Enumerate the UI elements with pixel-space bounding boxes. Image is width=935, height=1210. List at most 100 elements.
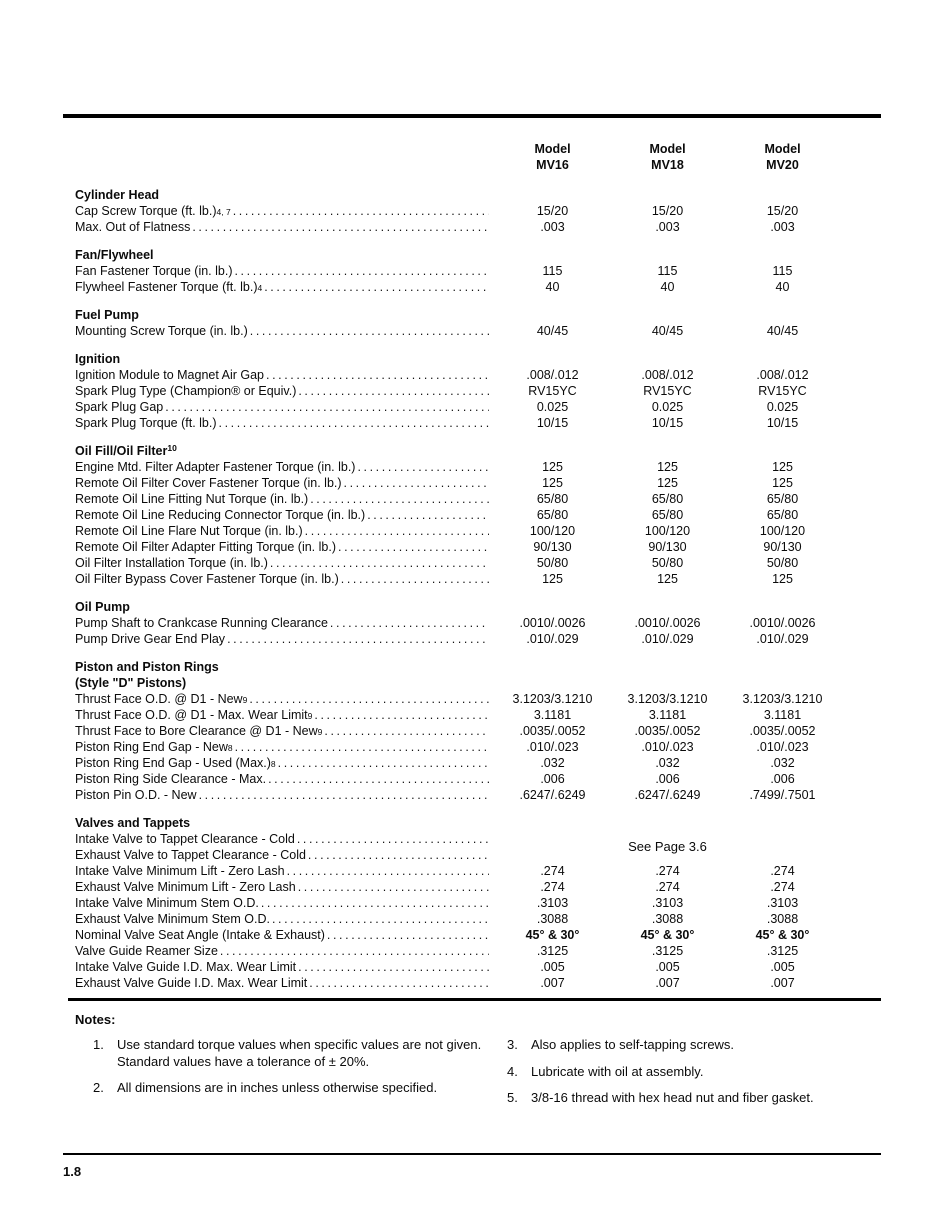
row-label: Oil Filter Bypass Cover Fastener Torque … <box>75 572 339 586</box>
row-label: Thrust Face O.D. @ D1 - Max. Wear Limit <box>75 708 308 722</box>
value-cell: .0035/.0052 <box>634 724 701 738</box>
section-heading: Fan/Flywheel <box>75 247 840 263</box>
section-heading: Cylinder Head <box>75 187 840 203</box>
note-text: Lubricate with oil at assembly. <box>531 1063 704 1079</box>
spec-row: Oil Filter Installation Torque (in. lb.)… <box>75 555 840 571</box>
spanning-value-text: See Page 3.6 <box>628 839 707 854</box>
spec-row: Max. Out of Flatness .003 .003 .003 <box>75 219 840 235</box>
row-values: .006 .006 .006 <box>495 771 840 787</box>
value-cell: .3125 <box>651 944 684 958</box>
dot-leader <box>324 723 489 739</box>
value-cell: 100/120 <box>644 524 691 538</box>
row-values: 65/80 65/80 65/80 <box>495 507 840 523</box>
dot-leader <box>249 691 489 707</box>
value-cell: 3.1203/3.1210 <box>512 692 593 706</box>
dot-leader <box>234 263 489 279</box>
value-cell: .3103 <box>651 896 684 910</box>
value-cell: .3125 <box>536 944 569 958</box>
spec-row: Thrust Face O.D. @ D1 - Max. Wear Limit 9… <box>75 707 840 723</box>
value-cell: 0.025 <box>536 400 569 414</box>
row-label: Exhaust Valve Minimum Lift - Zero Lash <box>75 880 296 894</box>
spec-row: Thrust Face O.D. @ D1 - New93.1203/3.121… <box>75 691 840 707</box>
section-heading-text: Ignition <box>75 352 121 366</box>
spec-section: Oil Pump Pump Shaft to Crankcase Running … <box>75 599 840 647</box>
page-number: 1.8 <box>63 1164 82 1179</box>
value-cell: 125 <box>542 460 563 474</box>
spec-section: Ignition Ignition Module to Magnet Air Ga… <box>75 351 840 431</box>
value-cell: 15/20 <box>766 204 799 218</box>
spec-row: Engine Mtd. Filter Adapter Fastener Torq… <box>75 459 840 475</box>
row-label: Exhaust Valve Minimum Stem O.D. <box>75 912 270 926</box>
note-number: 4. <box>507 1063 518 1079</box>
row-label: Remote Oil Filter Adapter Fitting Torque… <box>75 540 336 554</box>
value-cell: 10/15 <box>651 416 684 430</box>
section-heading-text: Piston and Piston Rings <box>75 660 219 674</box>
value-cell: 50/80 <box>766 556 799 570</box>
value-cell: .008/.012 <box>756 368 809 382</box>
dot-leader <box>227 631 489 647</box>
row-label: Piston Ring End Gap - New <box>75 740 228 754</box>
row-label: Engine Mtd. Filter Adapter Fastener Torq… <box>75 460 356 474</box>
value-cell: 125 <box>657 572 678 586</box>
dot-leader <box>310 491 489 507</box>
value-cell: 40/45 <box>766 324 799 338</box>
value-cell: .274 <box>540 864 565 878</box>
value-cell: .003 <box>770 220 795 234</box>
section-heading-text: Oil Pump <box>75 600 130 614</box>
value-cell: .008/.012 <box>641 368 694 382</box>
value-cell: 90/130 <box>763 540 802 554</box>
dot-leader <box>341 571 489 587</box>
row-values: .007 .007 .007 <box>495 975 840 991</box>
spec-row: Spark Plug Gap 0.025 0.025 0.025 <box>75 399 840 415</box>
spec-row: Remote Oil Line Flare Nut Torque (in. lb… <box>75 523 840 539</box>
value-cell: 90/130 <box>533 540 572 554</box>
row-values: 100/120 100/120 100/120 <box>495 523 840 539</box>
value-cell: 3.1203/3.1210 <box>742 692 823 706</box>
value-cell: 65/80 <box>766 492 799 506</box>
note-number: 2. <box>93 1080 104 1095</box>
row-label: Intake Valve Guide I.D. Max. Wear Limit <box>75 960 297 974</box>
note-item: 1. Use standard torque values when specif… <box>93 1037 483 1070</box>
section-heading-note-ref: 10 <box>167 443 177 453</box>
spec-row: Piston Ring End Gap - New8.010/.023.010/… <box>75 739 840 755</box>
dot-leader <box>233 203 489 219</box>
spec-row: Thrust Face to Bore Clearance @ D1 - New… <box>75 723 840 739</box>
value-cell: RV15YC <box>643 384 692 398</box>
row-label: Intake Valve to Tappet Clearance - Cold <box>75 832 295 846</box>
dot-leader <box>192 219 489 235</box>
row-values: .008/.012 .008/.012 .008/.012 <box>495 367 840 383</box>
row-values: 3.1181 3.1181 3.1181 <box>495 707 840 723</box>
row-label: Piston Ring End Gap - Used (Max.) <box>75 756 271 770</box>
value-cell: 40/45 <box>536 324 569 338</box>
dot-leader <box>338 539 489 555</box>
value-cell: 10/15 <box>766 416 799 430</box>
row-values: 90/130 90/130 90/130 <box>495 539 840 555</box>
dot-leader <box>220 943 489 959</box>
spec-row: Piston Pin O.D. - New.6247/.6249.6247/.6… <box>75 787 840 803</box>
spec-row: Spark Plug Type (Champion® or Equiv.) RV1… <box>75 383 840 399</box>
col-header-line2: MV16 <box>536 158 569 172</box>
spec-row: Intake Valve Minimum Lift - Zero Lash .27… <box>75 863 840 879</box>
spec-row: Intake Valve to Tappet Clearance - Cold S… <box>75 831 840 854</box>
value-cell: .3103 <box>766 896 799 910</box>
dot-leader <box>297 831 489 847</box>
value-cell: 125 <box>542 476 563 490</box>
row-label: Exhaust Valve to Tappet Clearance - Cold <box>75 848 306 862</box>
row-label: Exhaust Valve Guide I.D. Max. Wear Limit <box>75 976 308 990</box>
col-header-line1: Model <box>649 142 686 156</box>
row-label: Spark Plug Torque (ft. lb.) <box>75 416 217 430</box>
value-cell: 15/20 <box>536 204 569 218</box>
row-values: .3088 .3088 .3088 <box>495 911 840 927</box>
value-cell: .274 <box>655 880 680 894</box>
value-cell: 3.1181 <box>533 708 572 722</box>
dot-leader <box>305 523 489 539</box>
col-header-line1: Model <box>764 142 801 156</box>
spec-row: Intake Valve Minimum Stem O.D..3103.3103… <box>75 895 840 911</box>
value-cell: .006 <box>655 772 680 786</box>
spec-row: Spark Plug Torque (ft. lb.)10/1510/1510/… <box>75 415 840 431</box>
row-label: Pump Shaft to Crankcase Running Clearanc… <box>75 616 328 630</box>
note-text: 3/8-16 thread with hex head nut and fibe… <box>531 1090 814 1105</box>
value-cell: 3.1203/3.1210 <box>627 692 708 706</box>
value-cell: 115 <box>657 264 678 278</box>
value-cell: .0010/.0026 <box>519 616 586 630</box>
